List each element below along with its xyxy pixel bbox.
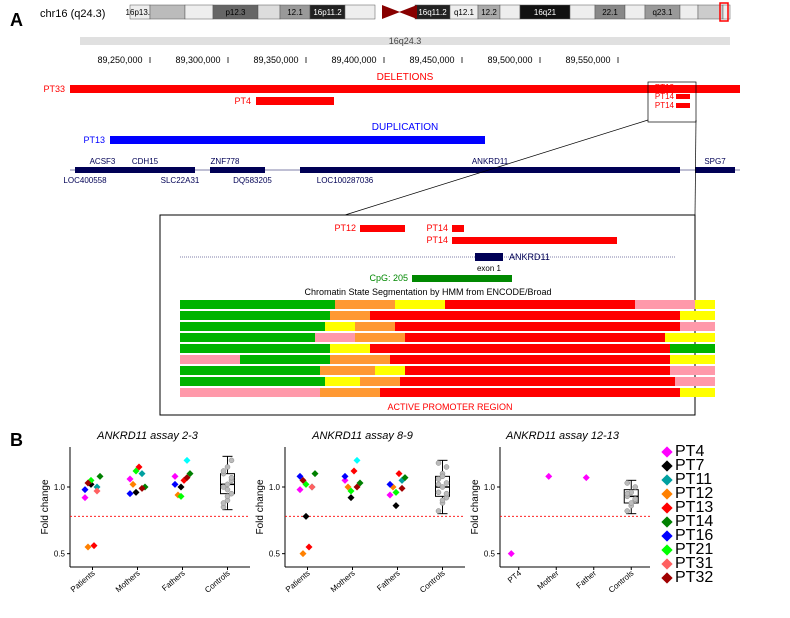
svg-text:Patients: Patients xyxy=(284,569,312,594)
svg-text:PT12: PT12 xyxy=(334,223,356,233)
svg-text:Chromatin State Segmentation b: Chromatin State Segmentation by HMM from… xyxy=(304,287,551,297)
svg-text:SPG7: SPG7 xyxy=(704,157,726,166)
svg-text:16p11.2: 16p11.2 xyxy=(313,8,342,17)
region-label: 16q24.3 xyxy=(389,36,422,46)
scatter-plot-2: ANKRD11 assay 12-13 0.5 1.0Fold change PT4 M… xyxy=(470,430,655,615)
svg-text:Fold change: Fold change xyxy=(40,479,51,534)
scatter-plot-1: ANKRD11 assay 8-9 0.5 1.0Fold change Patien… xyxy=(255,430,470,615)
svg-text:p12.3: p12.3 xyxy=(225,8,246,17)
svg-text:CDH15: CDH15 xyxy=(132,157,159,166)
svg-text:89,450,000: 89,450,000 xyxy=(409,55,454,65)
svg-text:CpG: 205: CpG: 205 xyxy=(369,273,408,283)
svg-text:ZNF778: ZNF778 xyxy=(211,157,240,166)
svg-text:0.5: 0.5 xyxy=(269,550,281,559)
svg-text:12.2: 12.2 xyxy=(481,8,497,17)
panel-a-svg: chr16 (q24.3) 16p13.3p12.312.116p11.216q… xyxy=(10,0,780,420)
svg-text:DQ583205: DQ583205 xyxy=(233,176,272,185)
svg-text:0.5: 0.5 xyxy=(484,550,496,559)
svg-text:LOC100287036: LOC100287036 xyxy=(317,176,374,185)
svg-text:Fold change: Fold change xyxy=(255,479,266,534)
svg-text:q23.1: q23.1 xyxy=(652,8,673,17)
svg-text:PT33: PT33 xyxy=(43,84,65,94)
plot-title: ANKRD11 assay 12-13 xyxy=(470,430,655,442)
plots-container: ANKRD11 assay 2-30.51.0Fold changePatien… xyxy=(40,430,655,615)
svg-text:89,500,000: 89,500,000 xyxy=(487,55,532,65)
svg-text:89,250,000: 89,250,000 xyxy=(97,55,142,65)
plot-title: ANKRD11 assay 2-3 xyxy=(40,430,255,442)
legend-label: PT32 xyxy=(675,569,713,587)
svg-text:89,400,000: 89,400,000 xyxy=(331,55,376,65)
plot-title: ANKRD11 assay 8-9 xyxy=(255,430,470,442)
legend-swatch xyxy=(661,516,672,527)
svg-text:Fathers: Fathers xyxy=(160,569,187,593)
svg-text:16q11.2: 16q11.2 xyxy=(418,8,447,17)
svg-text:Controls: Controls xyxy=(607,569,636,595)
legend-swatch xyxy=(661,474,672,485)
deletions-track: PT33PT4PT12PT14PT14 xyxy=(43,82,740,122)
svg-text:PT14: PT14 xyxy=(655,101,675,110)
chrom-label: chr16 (q24.3) xyxy=(40,8,105,20)
svg-text:exon 1: exon 1 xyxy=(477,264,502,273)
panel-a-label: A xyxy=(10,10,23,31)
legend-swatch xyxy=(661,558,672,569)
svg-text:ACTIVE PROMOTER REGION: ACTIVE PROMOTER REGION xyxy=(387,402,512,412)
svg-text:Fold change: Fold change xyxy=(470,479,481,534)
svg-text:Mothers: Mothers xyxy=(329,569,357,594)
svg-text:22.1: 22.1 xyxy=(602,8,618,17)
svg-text:PT13: PT13 xyxy=(83,135,105,145)
legend-swatch xyxy=(661,502,672,513)
svg-text:Mothers: Mothers xyxy=(114,569,142,594)
svg-text:0.5: 0.5 xyxy=(54,550,66,559)
svg-text:89,300,000: 89,300,000 xyxy=(175,55,220,65)
genomic-axis: 89,250,000 89,300,000 89,350,000 89,400,000… xyxy=(97,55,618,65)
svg-text:ANKRD11: ANKRD11 xyxy=(509,252,550,262)
svg-text:16q21: 16q21 xyxy=(534,8,557,17)
svg-text:PT12: PT12 xyxy=(655,83,675,92)
legend-item: PT32 xyxy=(663,571,713,585)
panel-b: B ANKRD11 assay 2-30.51.0Fold changePati… xyxy=(10,430,780,615)
svg-text:SLC22A31: SLC22A31 xyxy=(161,176,200,185)
svg-text:PT14: PT14 xyxy=(655,92,675,101)
panel-b-label: B xyxy=(10,430,23,451)
gene-track: ACSF3 LOC400558 CDH15 SLC22A31 ZNF778 DQ58320… xyxy=(63,157,740,185)
svg-text:PT4: PT4 xyxy=(234,96,251,106)
legend-swatch xyxy=(661,488,672,499)
svg-text:PT4: PT4 xyxy=(506,568,523,585)
svg-text:PT14: PT14 xyxy=(426,235,448,245)
svg-text:1.0: 1.0 xyxy=(484,483,496,492)
legend-swatch xyxy=(661,530,672,541)
zoom-line-right xyxy=(695,120,696,215)
svg-text:89,350,000: 89,350,000 xyxy=(253,55,298,65)
panel-a: A chr16 (q24.3) 16p13.3p12.312.116p11.21… xyxy=(10,0,780,420)
svg-text:1.0: 1.0 xyxy=(54,483,66,492)
svg-text:q12.1: q12.1 xyxy=(454,8,475,17)
svg-text:Controls: Controls xyxy=(203,569,232,595)
duplication-track: PT13 xyxy=(83,135,485,145)
legend-swatch xyxy=(661,460,672,471)
ideogram: 16p13.3p12.312.116p11.216q11.2q12.112.21… xyxy=(126,3,730,21)
svg-text:12.1: 12.1 xyxy=(287,8,303,17)
svg-text:PT14: PT14 xyxy=(426,223,448,233)
zoom-panel: PT12 PT14 PT14 ANKRD11 exon 1 CpG: 205 Chromat… xyxy=(160,215,715,415)
svg-text:ANKRD11: ANKRD11 xyxy=(472,157,509,166)
svg-text:Father: Father xyxy=(575,568,599,590)
legend-swatch xyxy=(661,572,672,583)
svg-text:Patients: Patients xyxy=(69,569,97,594)
legend-swatch xyxy=(661,446,672,457)
svg-text:Mother: Mother xyxy=(536,568,561,591)
svg-text:89,550,000: 89,550,000 xyxy=(565,55,610,65)
svg-text:ACSF3: ACSF3 xyxy=(90,157,116,166)
scatter-plot-0: ANKRD11 assay 2-3 0.5 1.0Fold change Patien… xyxy=(40,430,255,615)
legend: PT4PT7PT11PT12PT13PT14PT16PT21PT31PT32 xyxy=(663,445,713,615)
duplication-label: DUPLICATION xyxy=(372,122,439,133)
legend-swatch xyxy=(661,544,672,555)
svg-text:LOC400558: LOC400558 xyxy=(63,176,107,185)
deletions-label: DELETIONS xyxy=(377,72,434,83)
svg-text:1.0: 1.0 xyxy=(269,483,281,492)
svg-text:Controls: Controls xyxy=(418,569,447,595)
svg-text:Fathers: Fathers xyxy=(375,569,402,593)
